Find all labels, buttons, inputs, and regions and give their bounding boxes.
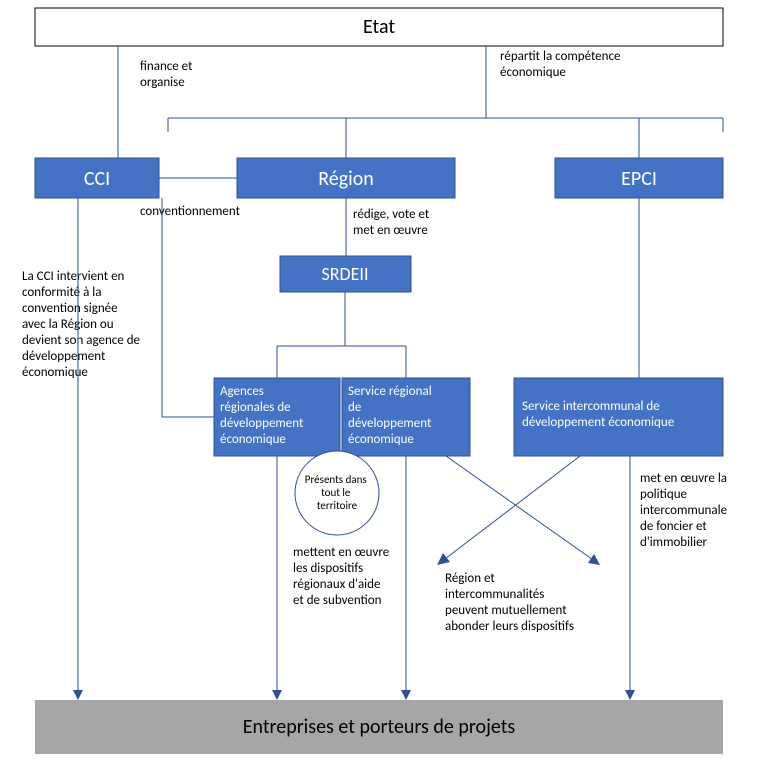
label-finance: finance et organise: [140, 59, 195, 90]
arrowhead-cross-2: [437, 553, 450, 565]
label-conventionnement: conventionnement: [140, 204, 241, 219]
node-epci-label: EPCI: [621, 167, 657, 191]
arrowhead-cci: [73, 690, 83, 700]
label-cci-text: La CCI intervient en conformité à la con…: [22, 269, 143, 380]
node-srdeii-label: SRDEII: [322, 263, 369, 285]
arrowhead-agences: [272, 690, 282, 700]
arrowhead-cross-1: [588, 554, 600, 565]
label-region-inter: Région et intercommunalités peuvent mutu…: [445, 571, 574, 634]
arrow-cross-1: [446, 456, 596, 562]
arrow-cross-2: [441, 456, 580, 562]
node-entreprises-label: Entreprises et porteurs de projets: [243, 715, 516, 739]
node-etat-label: Etat: [363, 15, 395, 39]
label-met-politique: met en œuvre la politique intercommunale…: [640, 471, 730, 550]
node-region-label: Région: [318, 167, 374, 191]
node-cci-label: CCI: [84, 167, 110, 191]
label-mettent: mettent en œuvre les dispositifs régiona…: [293, 545, 392, 608]
label-repartit: répartit la compétence économique: [500, 49, 623, 80]
arrowhead-serviceinter: [625, 690, 635, 700]
arrowhead-servicereg: [401, 690, 411, 700]
label-redige: rédige, vote et met en œuvre: [353, 207, 432, 238]
org-flowchart: Etat finance et organise répartit la com…: [0, 0, 768, 774]
node-service-intercommunal-label: Service intercommunal de développement é…: [522, 399, 674, 430]
